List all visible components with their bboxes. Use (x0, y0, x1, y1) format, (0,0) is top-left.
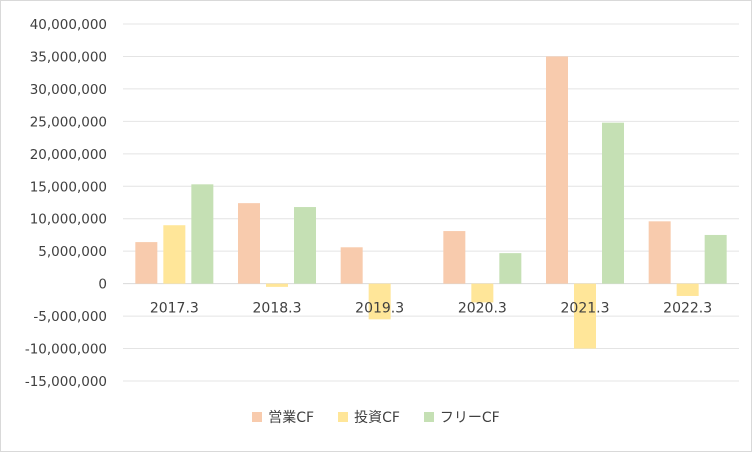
bar (499, 253, 522, 284)
bar (294, 207, 316, 284)
bar (546, 56, 568, 284)
bars (135, 56, 727, 349)
bar (471, 283, 494, 303)
x-tick-label: 2021.3 (561, 301, 610, 317)
y-tick-label: -5,000,000 (33, 309, 107, 325)
bar (163, 225, 186, 284)
x-tick-label: 2020.3 (458, 301, 507, 317)
y-tick-label: 5,000,000 (38, 244, 107, 260)
bar (704, 234, 727, 284)
y-tick-label: 10,000,000 (30, 212, 107, 228)
bar (574, 283, 596, 349)
x-tick-label: 2022.3 (663, 301, 712, 317)
legend: 営業CF 投資CF フリーCF (1, 407, 751, 427)
y-tick-label: -10,000,000 (25, 342, 107, 358)
legend-swatch (252, 412, 263, 422)
bar (238, 203, 260, 284)
bar (648, 221, 671, 284)
bar (368, 283, 391, 320)
legend-swatch (423, 412, 434, 422)
x-axis-ticks: 2017.3 2018.3 2019.3 2020.3 2021.3 2022.3 (150, 301, 712, 317)
y-tick-label: 25,000,000 (30, 114, 107, 130)
y-tick-label: 20,000,000 (30, 147, 107, 163)
x-tick-label: 2017.3 (150, 301, 199, 317)
bar (443, 231, 466, 284)
y-tick-label: 15,000,000 (30, 179, 107, 195)
bar (135, 242, 158, 284)
legend-item: 投資CF (338, 407, 400, 427)
bar (191, 184, 214, 284)
legend-item: 営業CF (252, 407, 314, 427)
legend-label: フリーCF (439, 410, 500, 426)
y-tick-label: -15,000,000 (25, 374, 107, 390)
bar (602, 122, 624, 284)
bar (340, 247, 363, 284)
legend-label: 営業CF (268, 410, 315, 426)
x-tick-label: 2018.3 (253, 301, 302, 317)
bar (676, 283, 699, 296)
y-tick-label: 0 (98, 277, 107, 293)
legend-label: 投資CF (354, 410, 400, 426)
legend-item: フリーCF (423, 407, 500, 427)
y-tick-label: 40,000,000 (30, 17, 107, 33)
legend-swatch (338, 412, 349, 422)
y-axis-ticks: 40,000,000 35,000,000 30,000,000 25,000,000… (25, 17, 107, 390)
bar (266, 283, 288, 287)
x-tick-label: 2019.3 (355, 301, 404, 317)
gridlines (123, 23, 739, 382)
y-tick-label: 35,000,000 (30, 49, 107, 65)
y-tick-label: 30,000,000 (30, 82, 107, 98)
